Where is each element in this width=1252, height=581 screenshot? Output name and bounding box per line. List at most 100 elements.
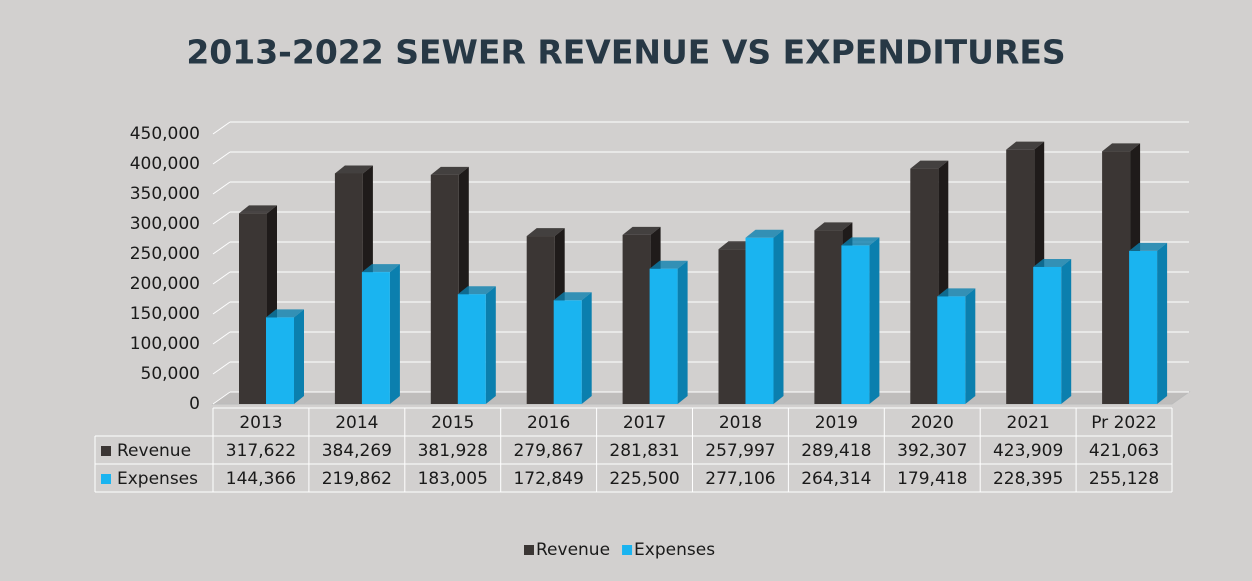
y-tick-label: 450,000 [130,124,200,144]
bar-side [1061,258,1072,404]
grid-line [212,301,231,315]
table-row-label: Expenses [117,469,198,489]
grid-line [212,361,231,375]
bar-top [814,222,853,231]
bar [718,249,747,404]
bar-top [649,260,688,269]
x-tick-label: 2016 [527,413,570,433]
x-tick-label: 2014 [335,413,378,433]
x-tick-label: 2017 [623,413,666,433]
bar [745,237,774,404]
table-cell: 277,106 [705,469,775,489]
table-cell: 281,831 [609,441,679,461]
table-cell: 172,849 [513,469,583,489]
bar [334,173,363,404]
bar-top [553,292,592,301]
bar-side [581,292,592,404]
x-tick-label: 2020 [911,413,954,433]
y-tick-label: 350,000 [130,184,200,204]
grid-line [212,241,231,255]
bar-side [965,288,976,404]
bar-side [869,237,880,404]
bar [937,296,966,404]
bar-top [745,229,784,238]
y-tick-label: 50,000 [141,364,200,384]
bar-top [334,165,373,174]
table-cell: 228,395 [993,469,1063,489]
bar [553,300,582,404]
grid-line [212,331,231,345]
bar-side [773,229,784,404]
bar [1129,250,1158,404]
bar [841,245,870,404]
x-tick-label: 2015 [431,413,474,433]
bar-top [1102,143,1141,152]
bar [649,268,678,404]
table-cell: 225,500 [609,469,679,489]
bar-top [526,228,565,237]
grid-line [212,121,231,135]
bar [1006,149,1035,404]
bar [910,168,939,404]
bar-top [266,309,304,318]
bar-side [389,264,400,404]
bar-top [430,166,469,175]
table-cell: 179,418 [897,469,967,489]
legend-key [101,474,111,484]
table-cell: 257,997 [705,441,775,461]
legend-label: Expenses [634,540,715,560]
bar [361,272,390,404]
bar-top [457,286,496,295]
table-cell: 255,128 [1089,469,1159,489]
x-tick-label: 2018 [719,413,762,433]
table-cell: 381,928 [418,441,488,461]
bar [457,294,486,404]
x-tick-label: Pr 2022 [1091,413,1157,433]
bar-top [622,226,661,235]
bar [526,236,555,404]
y-tick-label: 400,000 [130,154,200,174]
table-cell: 219,862 [322,469,392,489]
table-cell: 264,314 [801,469,871,489]
bar-top [1033,258,1072,267]
bar-side [485,286,496,404]
bar [1102,151,1131,404]
table-cell: 392,307 [897,441,967,461]
bar [266,317,294,404]
table-cell: 384,269 [322,441,392,461]
y-tick-label: 150,000 [130,304,200,324]
grid-line [212,271,231,285]
bar-side [1157,242,1168,404]
table-cell: 279,867 [513,441,583,461]
y-tick-label: 200,000 [130,274,200,294]
legend-key [524,545,534,555]
table-cell: 317,622 [226,441,296,461]
chart-title: 2013-2022 SEWER REVENUE VS EXPENDITURES [186,33,1065,72]
table-cell: 421,063 [1089,441,1159,461]
table-cell: 423,909 [993,441,1063,461]
grid-line [212,391,231,405]
bar-top [239,205,277,214]
y-tick-label: 250,000 [130,244,200,264]
bar-top [361,264,400,273]
table-cell: 289,418 [801,441,871,461]
grid-line [212,151,231,165]
table-cell: 183,005 [418,469,488,489]
x-tick-label: 2019 [815,413,858,433]
bar-side [677,260,688,404]
y-tick-label: 0 [189,394,200,414]
bar-top [1129,242,1168,251]
bar [814,230,843,404]
bar [622,234,651,404]
bar [239,213,267,404]
y-tick-label: 100,000 [130,334,200,354]
bar-top [937,288,976,297]
x-tick-label: 2013 [239,413,282,433]
bar-top [1006,141,1045,150]
table-row-label: Revenue [117,441,191,461]
legend-key [622,545,633,555]
bar-top [841,237,880,246]
grid-line [212,181,231,195]
y-tick-label: 300,000 [130,214,200,234]
bar-side [294,309,304,404]
